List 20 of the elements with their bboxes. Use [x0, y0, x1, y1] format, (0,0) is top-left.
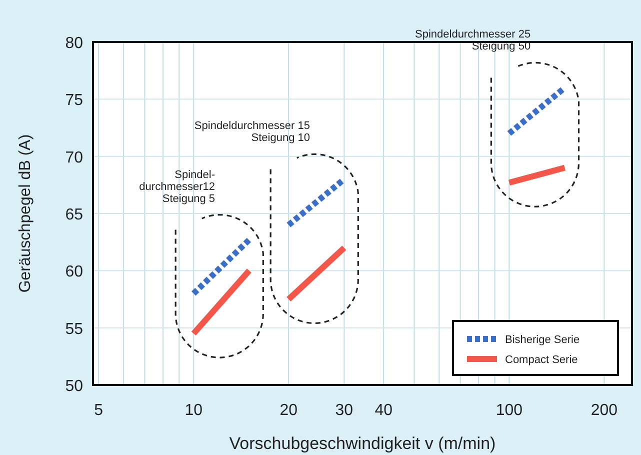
y-tick-label: 55: [65, 320, 84, 338]
x-tick-label: 10: [184, 402, 203, 419]
y-tick-label: 80: [65, 35, 84, 52]
annotation: Spindel- durchmesser12 Steigung 5: [139, 168, 216, 205]
y-tick-label: 50: [65, 378, 84, 395]
y-tick-label: 70: [65, 149, 84, 166]
x-tick-label: 20: [280, 402, 298, 419]
legend-label: Bisherige Serie: [505, 334, 580, 346]
x-tick-label: 100: [496, 402, 523, 419]
y-axis-title: Geräuschpegel dB (A): [17, 134, 34, 293]
y-tick-label: 65: [65, 206, 84, 224]
legend-label: Compact Serie: [505, 354, 578, 366]
x-tick-label: 200: [590, 402, 618, 419]
y-tick-label: 60: [65, 264, 84, 281]
annotation: Spindeldurchmesser 15 Steigung 10: [194, 120, 310, 144]
x-tick-label: 5: [94, 402, 104, 419]
y-tick-label: 75: [65, 92, 84, 110]
x-tick-label: 40: [374, 402, 393, 419]
x-tick-label: 30: [335, 402, 354, 419]
x-axis-title: Vorschubgeschwindigkeit v (m/min): [229, 434, 496, 453]
